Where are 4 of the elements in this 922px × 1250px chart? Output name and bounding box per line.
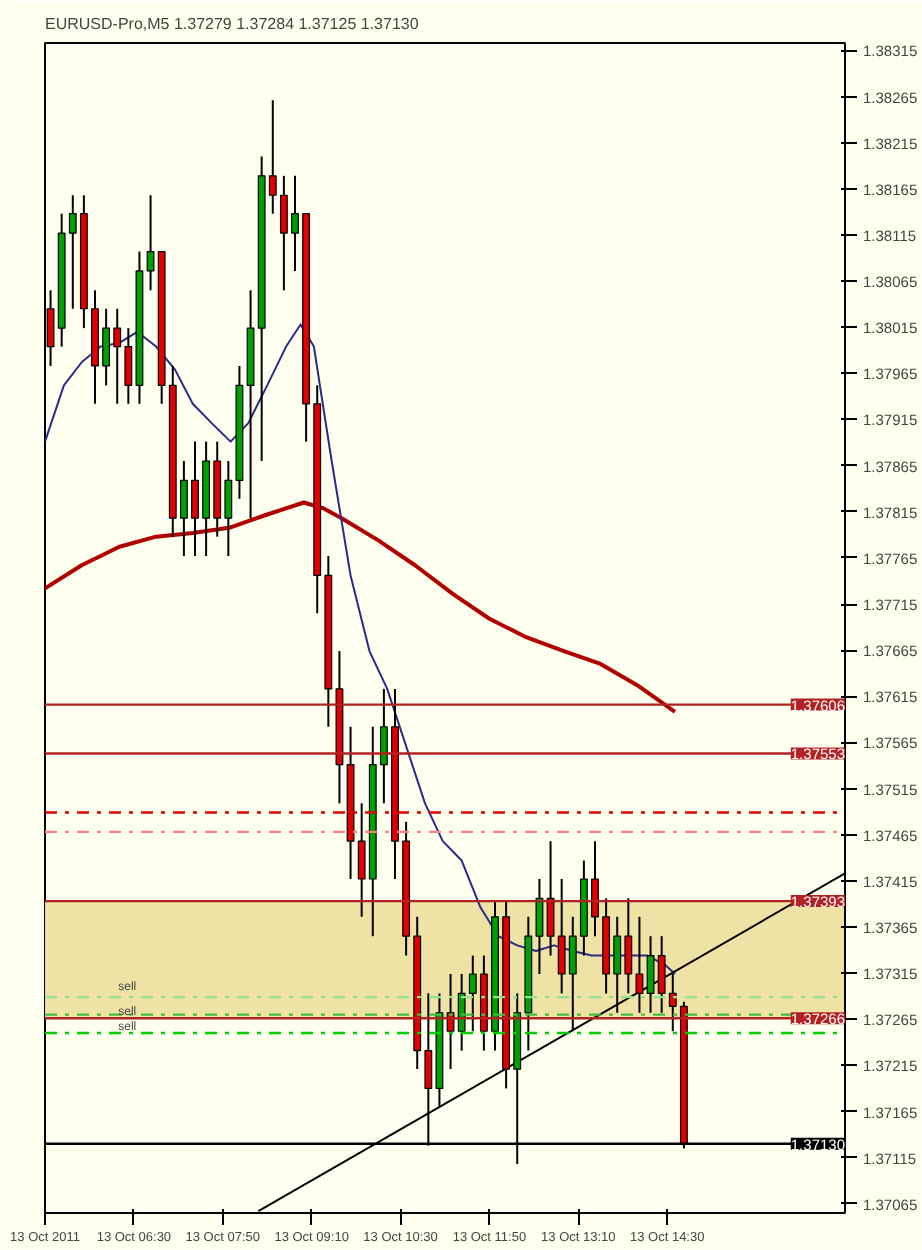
chart-title: EURUSD-Pro,M5 1.37279 1.37284 1.37125 1.37130: [45, 15, 420, 33]
line-series: [45, 500, 677, 714]
candlestick: [546, 840, 555, 957]
candlestick: [535, 877, 544, 976]
